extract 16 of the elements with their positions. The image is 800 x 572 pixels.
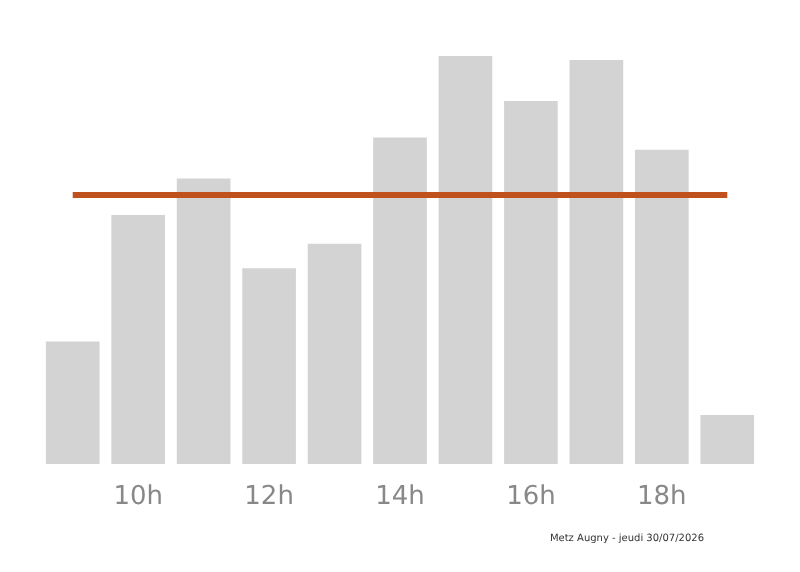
bar — [569, 60, 624, 464]
bar — [111, 215, 166, 464]
x-tick-label: 10h — [113, 482, 163, 512]
bar — [504, 100, 558, 464]
bar — [700, 415, 755, 464]
x-tick-label: 16h — [506, 482, 556, 512]
bar — [45, 341, 100, 464]
bar — [176, 178, 231, 464]
x-tick-label: 18h — [637, 482, 687, 512]
bar — [634, 149, 689, 464]
x-tick-label: 14h — [375, 482, 425, 512]
bar — [307, 243, 362, 464]
bar — [373, 137, 427, 464]
x-tick-label: 12h — [244, 482, 294, 512]
bar — [438, 56, 493, 464]
bar — [242, 268, 296, 464]
